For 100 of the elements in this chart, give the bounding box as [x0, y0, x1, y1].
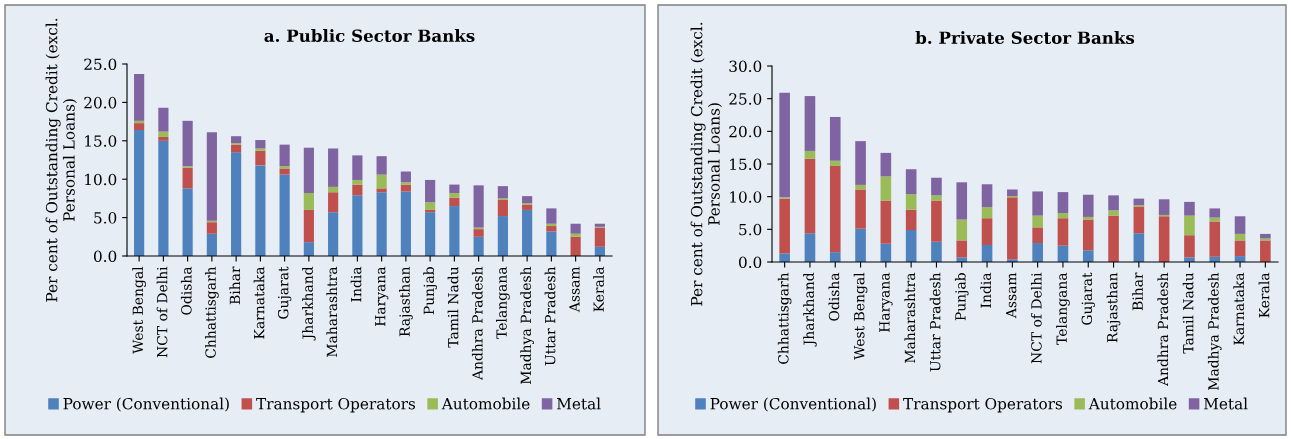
x-tick-label: Haryana: [375, 266, 389, 327]
bar: [804, 150, 816, 159]
x-tick-label: Telangana: [1056, 272, 1070, 345]
bar: [829, 252, 841, 262]
x-tick-label: Kerala: [1258, 272, 1270, 318]
bar: [1260, 233, 1271, 239]
bar: [206, 222, 217, 234]
bar: [880, 152, 892, 177]
x-tick-label: Tamil Nadu: [1182, 272, 1194, 354]
bar: [134, 130, 145, 256]
bar: [206, 233, 217, 256]
bar: [956, 240, 968, 258]
bar: [328, 212, 339, 256]
bar: [1209, 221, 1221, 257]
bar: [303, 242, 314, 256]
bar: [352, 179, 363, 185]
y-tick-label: 15.0: [85, 135, 117, 147]
bar: [206, 132, 217, 221]
bar: [829, 160, 841, 166]
bar: [255, 150, 266, 166]
bar: [497, 216, 508, 256]
x-tick-label: Kerala: [593, 266, 604, 312]
legend-label: Metal: [557, 397, 601, 410]
bar: [546, 226, 557, 232]
legend-label: Automobile: [1088, 397, 1177, 410]
bar: [158, 131, 169, 137]
bar: [804, 96, 816, 151]
y-axis-title: Per cent of Outstanding Credit (excl. Personal Loans): [45, 18, 77, 302]
bar: [449, 206, 460, 256]
bar: [570, 223, 581, 234]
x-tick-label: Karnataka: [1233, 272, 1245, 345]
y-tick-label: 20.0: [84, 96, 117, 109]
bar: [855, 184, 866, 190]
bar: [1158, 216, 1170, 262]
bar: [779, 198, 790, 254]
bar: [1133, 206, 1145, 234]
bar: [497, 186, 508, 199]
bar: [956, 257, 968, 262]
x-tick-label: Chhattisgarh: [205, 266, 219, 358]
x-tick-label: Odisha: [828, 272, 840, 321]
x-tick-label: West Bengal: [853, 272, 868, 360]
x-tick-label: Punjab: [954, 273, 969, 321]
bar: [303, 209, 314, 243]
x-tick-label: Gujarat: [277, 266, 292, 319]
bar: [255, 148, 266, 151]
bar: [400, 182, 411, 185]
bar: [1032, 243, 1043, 262]
x-tick-label: Punjab: [423, 267, 437, 315]
bar: [829, 165, 841, 253]
chart-title: b. Private Sector Banks: [915, 31, 1135, 45]
x-tick-label: Andhra Pradesh: [1157, 272, 1169, 387]
bar: [931, 241, 942, 262]
bar: [522, 209, 533, 256]
x-tick-label: Gujarat: [1081, 272, 1095, 325]
x-tick-label: NCT of Delhi: [156, 266, 168, 358]
y-axis-title: Per cent of Outstanding Credit (excl. Personal Loans): [690, 22, 722, 306]
bar: [1032, 227, 1043, 244]
y-tick-label: 10.0: [85, 173, 117, 186]
bar: [931, 177, 942, 196]
bar: [182, 188, 193, 256]
bar: [546, 208, 557, 224]
x-tick-label: India: [350, 266, 362, 302]
x-tick-label: Maharashtra: [326, 266, 338, 357]
bar: [376, 188, 387, 193]
bar: [352, 155, 363, 180]
y-tick-label: 15.0: [730, 158, 762, 171]
bar: [303, 193, 314, 210]
bar: [473, 236, 484, 256]
bar: [255, 140, 266, 149]
bar: [497, 199, 508, 217]
legend-label: Transport Operators: [903, 397, 1063, 413]
bar: [449, 184, 460, 194]
bar: [1158, 199, 1170, 215]
bar: [1007, 197, 1018, 260]
bar: [1057, 192, 1069, 213]
bar: [880, 200, 892, 244]
bar: [158, 136, 169, 141]
bar: [279, 168, 290, 175]
bar: [303, 147, 314, 194]
bar: [829, 116, 841, 161]
bar: [425, 179, 436, 203]
bar: [1007, 189, 1018, 197]
bar: [1234, 216, 1246, 234]
bar: [905, 209, 917, 230]
bar: [231, 144, 242, 153]
bar: [905, 229, 917, 262]
bar: [956, 182, 968, 220]
legend-label: Power (Conventional): [63, 397, 229, 412]
bar: [522, 204, 533, 210]
bar: [1184, 201, 1195, 216]
bar: [449, 193, 460, 198]
bar: [449, 197, 460, 207]
bar: [1260, 240, 1271, 262]
legend-label: Transport Operators: [256, 397, 416, 413]
legend-label: Automobile: [441, 397, 530, 410]
x-tick-label: West Bengal: [132, 266, 146, 354]
bar: [1184, 257, 1195, 262]
bar: [931, 195, 942, 201]
bar: [1032, 191, 1043, 216]
bar: [804, 158, 816, 234]
